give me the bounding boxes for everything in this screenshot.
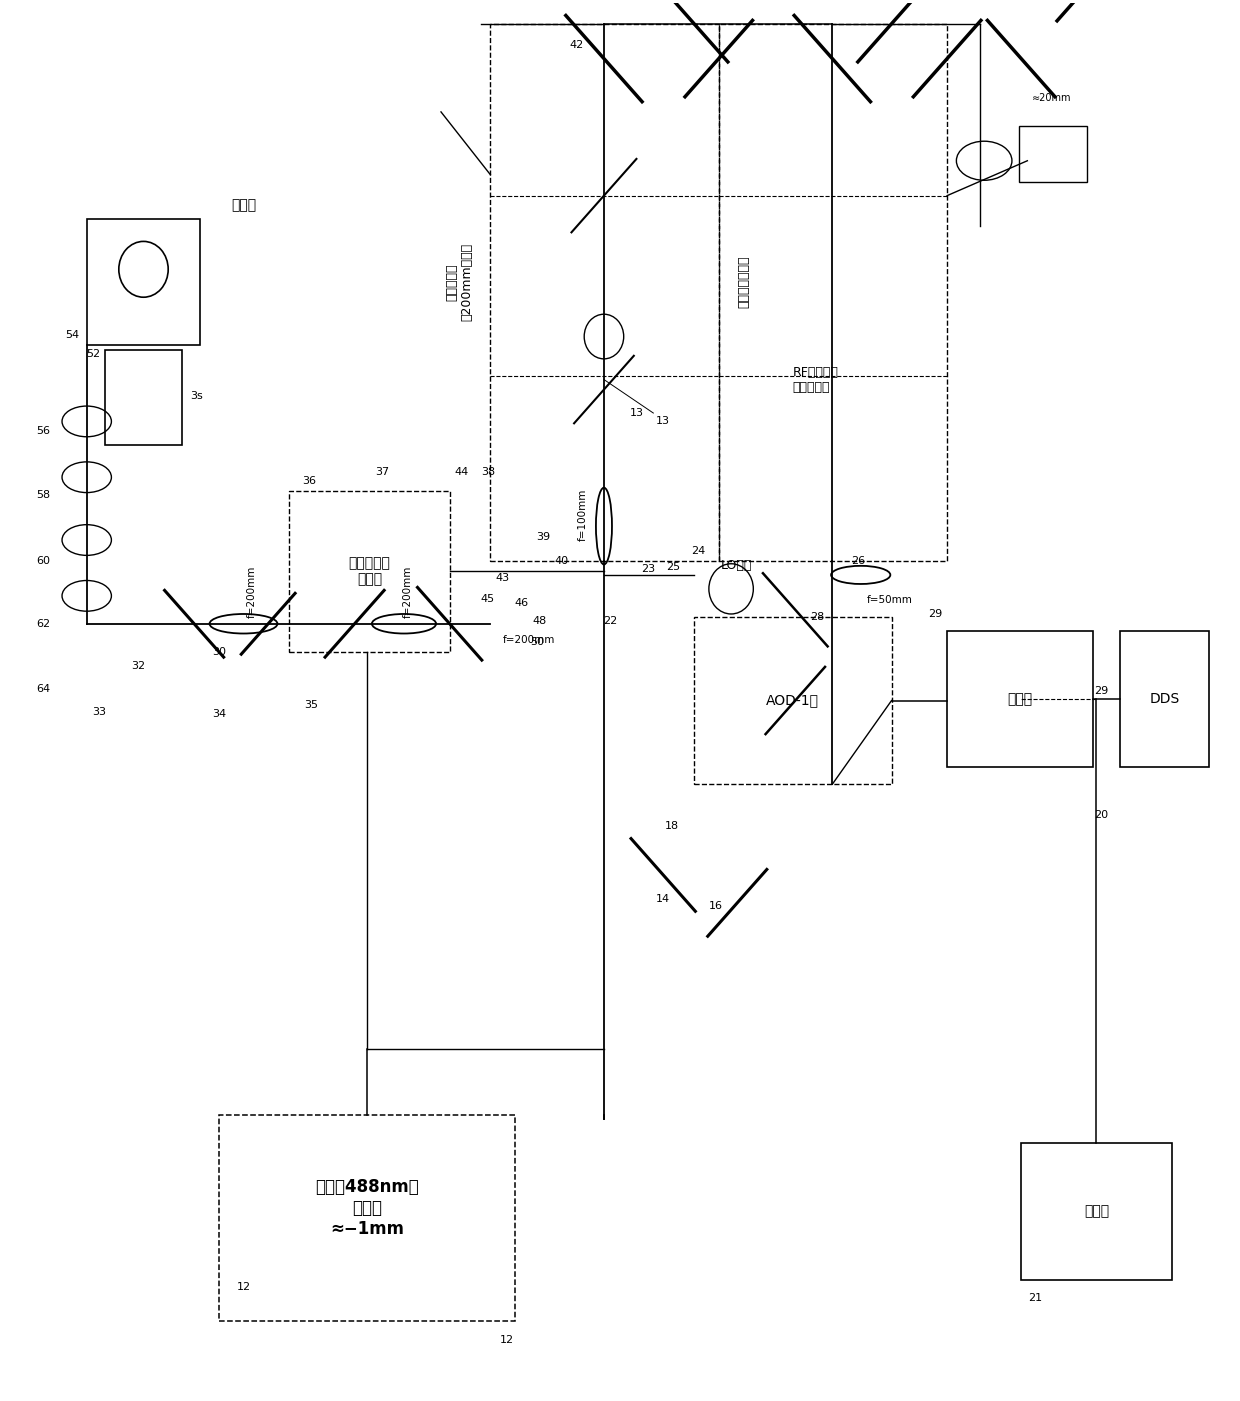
Text: 3s: 3s xyxy=(190,391,203,401)
Text: 48: 48 xyxy=(533,616,547,626)
Text: 43: 43 xyxy=(496,573,510,583)
Text: 22: 22 xyxy=(603,616,618,626)
Text: 44: 44 xyxy=(455,467,469,476)
Text: 28: 28 xyxy=(811,612,825,622)
Text: LO光束: LO光束 xyxy=(722,559,753,572)
Text: 流动池: 流动池 xyxy=(231,198,257,212)
Text: 26: 26 xyxy=(851,556,866,566)
Text: 控制器: 控制器 xyxy=(1084,1205,1109,1219)
Text: 58: 58 xyxy=(36,490,51,500)
Bar xyxy=(1120,630,1209,768)
Text: 13: 13 xyxy=(630,408,644,417)
Text: f=100mm: f=100mm xyxy=(578,489,588,541)
Text: 柱上具有同隔件: 柱上具有同隔件 xyxy=(737,255,750,308)
Bar xyxy=(694,616,892,785)
Text: 46: 46 xyxy=(515,598,528,608)
Text: 62: 62 xyxy=(36,619,51,629)
Text: 14: 14 xyxy=(656,894,671,904)
Text: AOD-1级: AOD-1级 xyxy=(766,693,820,708)
Bar xyxy=(289,492,450,651)
Text: 30: 30 xyxy=(212,647,226,657)
Text: 38: 38 xyxy=(481,467,495,476)
Text: 16: 16 xyxy=(709,901,723,911)
Text: 放大器: 放大器 xyxy=(1007,692,1033,706)
Text: 60: 60 xyxy=(36,556,51,566)
Text: 56: 56 xyxy=(36,426,51,436)
Text: 35: 35 xyxy=(304,699,319,710)
Text: 23: 23 xyxy=(641,565,656,574)
Text: 64: 64 xyxy=(36,684,51,695)
Text: 18: 18 xyxy=(665,821,680,831)
Text: 39: 39 xyxy=(537,532,551,542)
Text: 36: 36 xyxy=(301,476,316,486)
Text: RF梳状光束
（未显示）: RF梳状光束 （未显示） xyxy=(792,366,838,394)
Text: 29: 29 xyxy=(928,609,942,619)
Text: 24: 24 xyxy=(691,546,704,556)
Bar xyxy=(719,24,947,560)
Text: 中间焦平面
（200mm透镜）: 中间焦平面 （200mm透镜） xyxy=(445,242,474,321)
Text: 45: 45 xyxy=(481,594,495,604)
Text: 32: 32 xyxy=(131,661,145,671)
Text: f=200mm: f=200mm xyxy=(403,566,413,618)
Text: 34: 34 xyxy=(212,709,226,720)
Bar xyxy=(105,350,182,446)
Text: 顶帽式光速
整形器: 顶帽式光速 整形器 xyxy=(348,556,391,587)
Bar xyxy=(1019,126,1086,182)
Text: ≈20mm: ≈20mm xyxy=(1033,92,1071,102)
Text: 33: 33 xyxy=(92,706,107,717)
Text: 激光（488nm）
束直径
≈−1mm: 激光（488nm） 束直径 ≈−1mm xyxy=(315,1178,419,1237)
Bar xyxy=(87,219,201,345)
Bar xyxy=(490,24,719,560)
Text: f=200mm: f=200mm xyxy=(247,566,257,618)
Text: 50: 50 xyxy=(531,637,544,647)
Text: 29: 29 xyxy=(1095,685,1109,696)
Text: 13: 13 xyxy=(656,416,670,426)
Text: DDS: DDS xyxy=(1149,692,1179,706)
Text: 12: 12 xyxy=(237,1282,250,1292)
Text: f=50mm: f=50mm xyxy=(867,595,913,605)
Bar xyxy=(947,630,1092,768)
Bar xyxy=(1022,1143,1172,1279)
Text: f=200mm: f=200mm xyxy=(502,636,556,646)
Text: 20: 20 xyxy=(1095,810,1109,820)
Text: 12: 12 xyxy=(500,1335,513,1345)
Text: 52: 52 xyxy=(86,349,100,360)
Text: 40: 40 xyxy=(556,556,569,566)
Text: 21: 21 xyxy=(1028,1293,1042,1303)
Text: 37: 37 xyxy=(374,467,389,476)
Text: 54: 54 xyxy=(64,329,79,340)
Text: 25: 25 xyxy=(666,562,681,572)
Bar xyxy=(218,1115,515,1321)
Text: 42: 42 xyxy=(569,39,584,49)
